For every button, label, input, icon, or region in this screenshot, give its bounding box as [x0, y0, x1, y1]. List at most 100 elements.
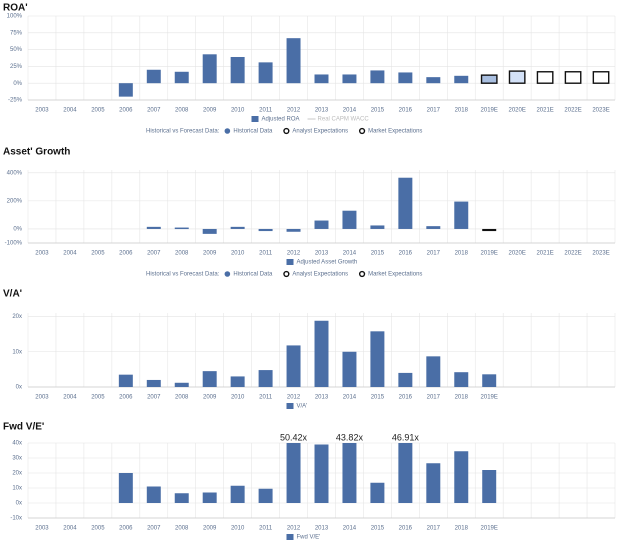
x-tick-label: 2005 [91, 526, 105, 532]
y-tick-label: -10x [10, 516, 22, 522]
bar [482, 470, 497, 503]
y-tick-label: 0% [13, 81, 22, 87]
forecast-legend-label: Market Expectations [368, 272, 422, 278]
legend-label: V/A' [297, 404, 308, 410]
y-tick-label: 100% [7, 14, 23, 20]
chart-title: ROA' [3, 3, 28, 14]
x-tick-label: 2016 [399, 395, 413, 401]
y-tick-label: -100% [5, 241, 23, 247]
x-tick-label: 2004 [63, 251, 77, 257]
x-tick-label: 2007 [147, 251, 161, 257]
x-tick-label: 2006 [119, 251, 133, 257]
legend-label: Fwd V/E' [297, 535, 321, 541]
x-tick-label: 2015 [371, 526, 385, 532]
x-tick-label: 2011 [259, 526, 273, 532]
bar [454, 372, 469, 387]
x-tick-label: 2011 [259, 108, 273, 114]
x-tick-label: 2011 [259, 251, 273, 257]
x-tick-label: 2003 [35, 395, 49, 401]
x-tick-label: 2008 [175, 251, 189, 257]
x-tick-label: 2012 [287, 395, 301, 401]
bar [370, 70, 385, 84]
y-tick-label: -25% [8, 98, 23, 104]
data-label: 46.91x [392, 432, 420, 442]
x-tick-label: 2010 [231, 251, 245, 257]
x-tick-label: 2019E [481, 251, 498, 257]
bar [230, 56, 245, 84]
bar [286, 443, 301, 503]
bar [174, 71, 189, 84]
bar [454, 75, 469, 84]
x-tick-label: 2004 [63, 395, 77, 401]
bar [202, 54, 217, 84]
bar [118, 374, 133, 387]
x-tick-label: 2018 [455, 108, 469, 114]
x-tick-label: 2013 [315, 251, 329, 257]
x-tick-label: 2017 [427, 251, 441, 257]
x-tick-label: 2011 [259, 395, 273, 401]
x-tick-label: 2016 [399, 108, 413, 114]
x-tick-label: 2018 [455, 526, 469, 532]
x-tick-label: 2013 [315, 526, 329, 532]
x-tick-label: 2009 [203, 108, 217, 114]
x-tick-label: 2012 [287, 526, 301, 532]
legend-swatch [286, 403, 294, 409]
forecast-legend-title: Historical vs Forecast Data: [146, 272, 220, 278]
bar [230, 376, 245, 387]
x-tick-label: 2008 [175, 395, 189, 401]
x-tick-label: 2013 [315, 108, 329, 114]
forecast-legend-label: Historical Data [233, 272, 273, 278]
x-tick-label: 2008 [175, 526, 189, 532]
legend-swatch [286, 534, 294, 540]
legend-label: Real CAPM WACC [318, 117, 370, 123]
x-tick-label: 2019E [481, 108, 498, 114]
x-tick-label: 2015 [371, 395, 385, 401]
bar [426, 77, 441, 84]
bar [146, 69, 161, 84]
bar [454, 201, 469, 229]
x-tick-label: 2010 [231, 526, 245, 532]
legend-ring [283, 127, 290, 135]
bar [314, 320, 329, 387]
chart-title: Fwd V/E' [3, 422, 44, 433]
bar [482, 374, 497, 387]
x-tick-label: 2018 [455, 395, 469, 401]
bar [230, 226, 245, 229]
x-tick-label: 2019E [481, 526, 498, 532]
bar [536, 71, 554, 84]
x-tick-label: 2019E [481, 395, 498, 401]
bar [398, 177, 413, 229]
forecast-legend-label: Analyst Expectations [292, 129, 348, 135]
bar [286, 38, 301, 84]
x-tick-label: 2003 [35, 108, 49, 114]
bar [174, 382, 189, 387]
bar [370, 331, 385, 387]
y-tick-label: 30x [12, 456, 22, 462]
x-tick-label: 2008 [175, 108, 189, 114]
chart-title: Asset' Growth [3, 147, 70, 158]
x-tick-label: 2020E [508, 251, 525, 257]
x-tick-label: 2003 [35, 526, 49, 532]
x-tick-label: 2021E [536, 108, 553, 114]
x-tick-label: 2009 [203, 251, 217, 257]
bar [370, 225, 385, 229]
bar [592, 71, 610, 84]
bar [202, 228, 217, 234]
x-tick-label: 2022E [564, 108, 581, 114]
x-tick-label: 2009 [203, 526, 217, 532]
x-tick-label: 2016 [399, 251, 413, 257]
y-tick-label: 40x [12, 441, 22, 447]
x-tick-label: 2010 [231, 395, 245, 401]
bar [202, 492, 217, 503]
x-tick-label: 2014 [343, 108, 357, 114]
y-tick-label: 75% [10, 30, 23, 36]
legend-swatch [286, 259, 294, 265]
legend-dot [224, 128, 231, 134]
bar [118, 473, 133, 503]
x-tick-label: 2017 [427, 108, 441, 114]
legend-label: Adjusted ROA [262, 117, 300, 123]
y-tick-label: 10x [12, 486, 22, 492]
bar [146, 486, 161, 503]
bar [508, 70, 526, 84]
bar [398, 72, 413, 84]
